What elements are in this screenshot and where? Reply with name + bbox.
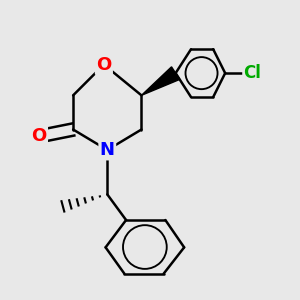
Text: O: O <box>31 127 46 145</box>
Polygon shape <box>142 67 180 95</box>
Text: O: O <box>96 56 112 74</box>
Text: N: N <box>100 141 115 159</box>
Text: Cl: Cl <box>244 64 261 82</box>
